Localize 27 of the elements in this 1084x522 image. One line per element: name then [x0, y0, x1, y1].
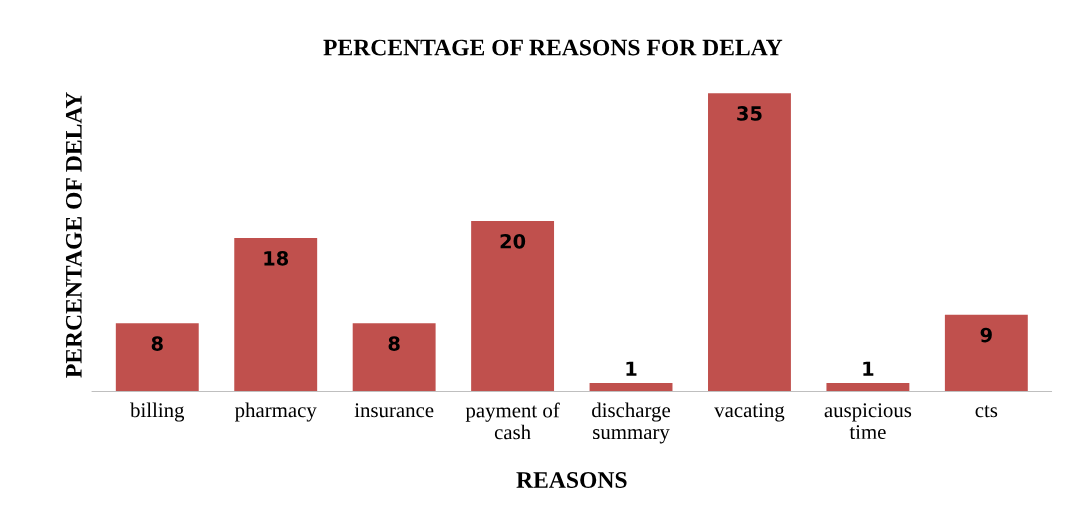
data-label: 9	[980, 327, 992, 343]
x-tick-label: vacating	[714, 403, 785, 422]
bar	[234, 238, 318, 392]
x-tick-label: discharge summary	[592, 402, 671, 444]
data-label: 18	[264, 250, 289, 266]
x-tick-label: pharmacy	[234, 402, 317, 422]
x-tick-label: auspicious time	[824, 403, 912, 440]
bar	[352, 323, 436, 392]
data-label: 8	[388, 336, 400, 351]
x-tick-label: insurance	[354, 403, 434, 418]
bar	[708, 93, 791, 392]
bar	[589, 382, 673, 392]
bar	[826, 382, 910, 392]
data-label: 8	[151, 336, 163, 351]
x-tick-label: billing	[130, 402, 185, 422]
chart-title: PERCENTAGE OF REASONS FOR DELAY	[323, 39, 783, 56]
data-label: 1	[626, 361, 637, 376]
x-axis-title: REASONS	[516, 472, 627, 488]
y-axis-title: PERCENTAGE OF DELAY	[65, 92, 82, 378]
bar	[471, 221, 555, 392]
data-label: 1	[863, 361, 874, 376]
x-tick-label: cts	[975, 405, 998, 418]
data-label: 35	[737, 106, 762, 121]
bar	[944, 314, 1028, 392]
bar	[115, 323, 199, 392]
data-label: 20	[500, 233, 526, 249]
x-tick-label: payment of cash	[465, 402, 560, 440]
